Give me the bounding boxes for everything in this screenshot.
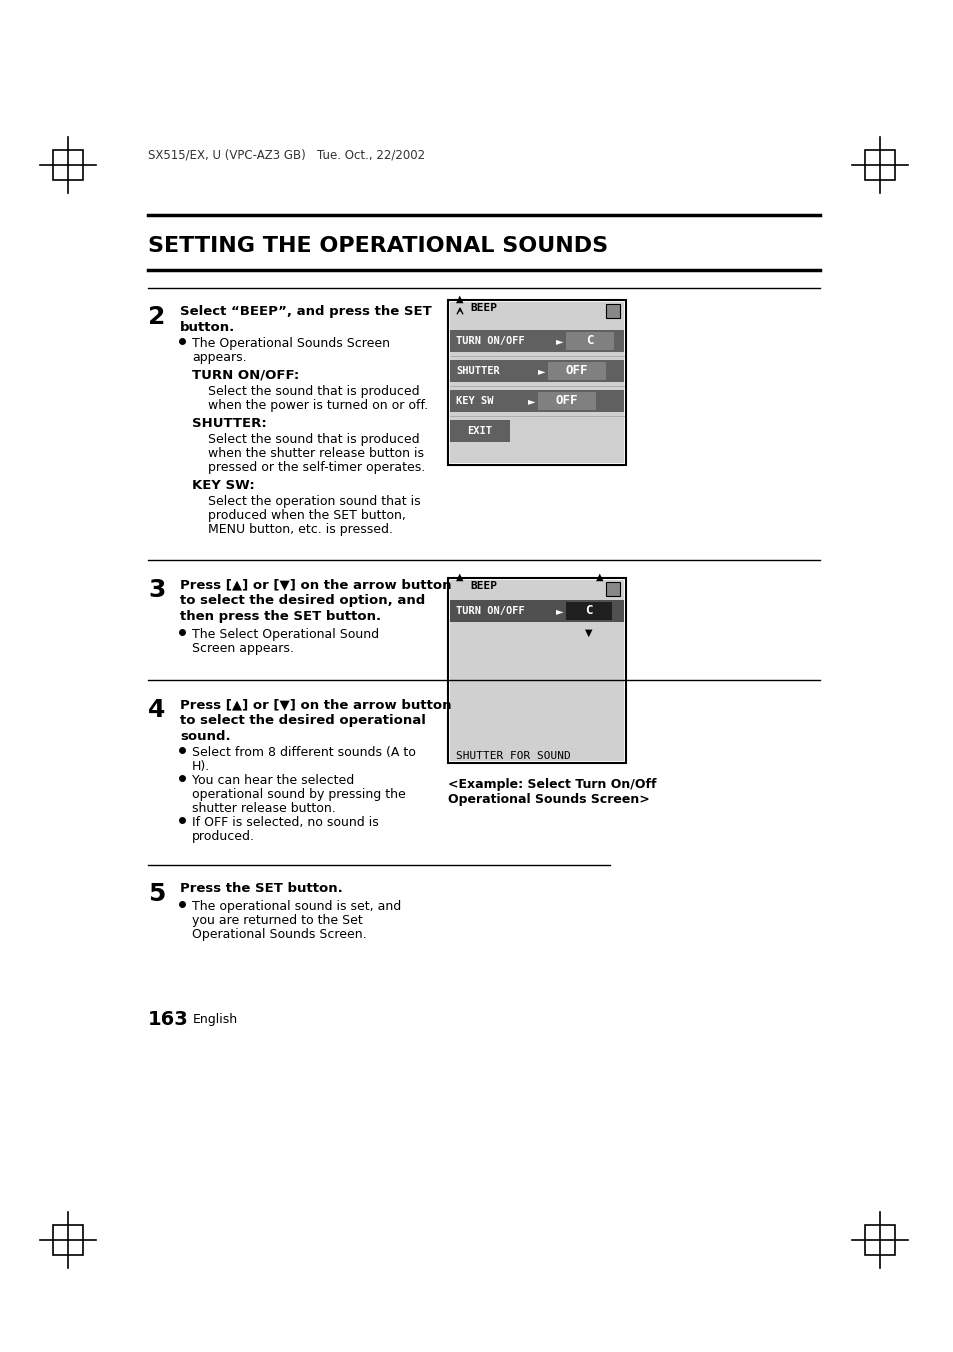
Text: when the power is turned on or off.: when the power is turned on or off. — [208, 399, 428, 412]
Text: MENU button, etc. is pressed.: MENU button, etc. is pressed. — [208, 523, 393, 535]
Text: to select the desired operational: to select the desired operational — [180, 714, 425, 727]
Text: Operational Sounds Screen.: Operational Sounds Screen. — [192, 927, 366, 941]
Bar — [450, 330, 623, 352]
Bar — [448, 579, 625, 763]
Text: TURN ON/OFF: TURN ON/OFF — [456, 337, 524, 346]
Text: Select “BEEP”, and press the SET: Select “BEEP”, and press the SET — [180, 306, 432, 318]
Bar — [448, 300, 625, 465]
Text: TURN ON/OFF: TURN ON/OFF — [456, 606, 524, 617]
Text: operational sound by pressing the: operational sound by pressing the — [192, 788, 405, 800]
Bar — [450, 580, 623, 761]
Text: TURN ON/OFF:: TURN ON/OFF: — [192, 369, 299, 383]
Bar — [52, 150, 83, 180]
Bar — [537, 392, 596, 410]
Bar — [450, 301, 623, 462]
Bar — [863, 1225, 895, 1256]
Bar — [450, 389, 623, 412]
Bar — [52, 1225, 83, 1256]
Text: The Select Operational Sound: The Select Operational Sound — [192, 627, 378, 641]
Text: SETTING THE OPERATIONAL SOUNDS: SETTING THE OPERATIONAL SOUNDS — [148, 237, 607, 256]
Text: 4: 4 — [148, 698, 165, 722]
Text: English: English — [193, 1013, 238, 1026]
Text: KEY SW: KEY SW — [456, 396, 493, 406]
Text: H).: H). — [192, 760, 210, 773]
Text: Press [▲] or [▼] on the arrow button: Press [▲] or [▼] on the arrow button — [180, 579, 451, 591]
Text: then press the SET button.: then press the SET button. — [180, 610, 381, 623]
Text: pressed or the self-timer operates.: pressed or the self-timer operates. — [208, 461, 425, 475]
Text: BEEP: BEEP — [470, 581, 497, 591]
Text: shutter release button.: shutter release button. — [192, 802, 335, 815]
Text: produced when the SET button,: produced when the SET button, — [208, 508, 405, 522]
Text: ►: ► — [527, 396, 535, 406]
Bar — [605, 304, 619, 318]
Text: KEY SW:: KEY SW: — [192, 479, 254, 492]
Bar — [565, 333, 614, 350]
Bar — [605, 581, 619, 596]
Text: when the shutter release button is: when the shutter release button is — [208, 448, 423, 460]
Bar — [450, 600, 623, 622]
Text: SHUTTER FOR SOUND: SHUTTER FOR SOUND — [456, 750, 570, 761]
Bar — [547, 362, 605, 380]
Text: SHUTTER:: SHUTTER: — [192, 416, 267, 430]
Text: button.: button. — [180, 320, 235, 334]
Text: The operational sound is set, and: The operational sound is set, and — [192, 900, 401, 913]
Text: Select from 8 different sounds (A to: Select from 8 different sounds (A to — [192, 746, 416, 758]
Bar — [450, 360, 623, 383]
Text: Select the sound that is produced: Select the sound that is produced — [208, 385, 419, 397]
Text: EXIT: EXIT — [467, 426, 492, 435]
Text: SX515/EX, U (VPC-AZ3 GB)   Tue. Oct., 22/2002: SX515/EX, U (VPC-AZ3 GB) Tue. Oct., 22/2… — [148, 147, 425, 161]
Text: ▲: ▲ — [456, 572, 463, 581]
Text: OFF: OFF — [556, 395, 578, 407]
Text: ▲: ▲ — [596, 572, 603, 581]
Text: ▼: ▼ — [584, 627, 592, 638]
Text: produced.: produced. — [192, 830, 254, 844]
Text: 5: 5 — [148, 882, 165, 906]
Text: C: C — [586, 334, 593, 347]
Text: 2: 2 — [148, 306, 165, 329]
Text: If OFF is selected, no sound is: If OFF is selected, no sound is — [192, 817, 378, 829]
Text: 163: 163 — [148, 1010, 189, 1029]
Text: SHUTTER: SHUTTER — [456, 366, 499, 376]
Text: Select the sound that is produced: Select the sound that is produced — [208, 433, 419, 446]
Text: Press [▲] or [▼] on the arrow button: Press [▲] or [▼] on the arrow button — [180, 698, 451, 711]
Text: sound.: sound. — [180, 730, 231, 744]
Text: ▲: ▲ — [456, 293, 463, 304]
Text: Screen appears.: Screen appears. — [192, 642, 294, 654]
Text: 3: 3 — [148, 579, 165, 602]
Bar — [450, 301, 623, 320]
Bar — [863, 150, 895, 180]
Text: appears.: appears. — [192, 352, 247, 364]
Text: You can hear the selected: You can hear the selected — [192, 773, 354, 787]
Text: ►: ► — [556, 337, 563, 346]
Text: ►: ► — [556, 606, 563, 617]
Text: The Operational Sounds Screen: The Operational Sounds Screen — [192, 337, 390, 350]
Text: ►: ► — [537, 366, 545, 376]
Text: OFF: OFF — [565, 365, 588, 377]
Bar — [450, 420, 510, 442]
Text: <Example: Select Turn On/Off
Operational Sounds Screen>: <Example: Select Turn On/Off Operational… — [448, 777, 656, 806]
Text: BEEP: BEEP — [470, 303, 497, 314]
Text: C: C — [584, 604, 592, 618]
Bar — [565, 602, 612, 621]
Text: Select the operation sound that is: Select the operation sound that is — [208, 495, 420, 508]
Text: you are returned to the Set: you are returned to the Set — [192, 914, 362, 927]
Text: Press the SET button.: Press the SET button. — [180, 882, 342, 895]
Text: to select the desired option, and: to select the desired option, and — [180, 594, 425, 607]
